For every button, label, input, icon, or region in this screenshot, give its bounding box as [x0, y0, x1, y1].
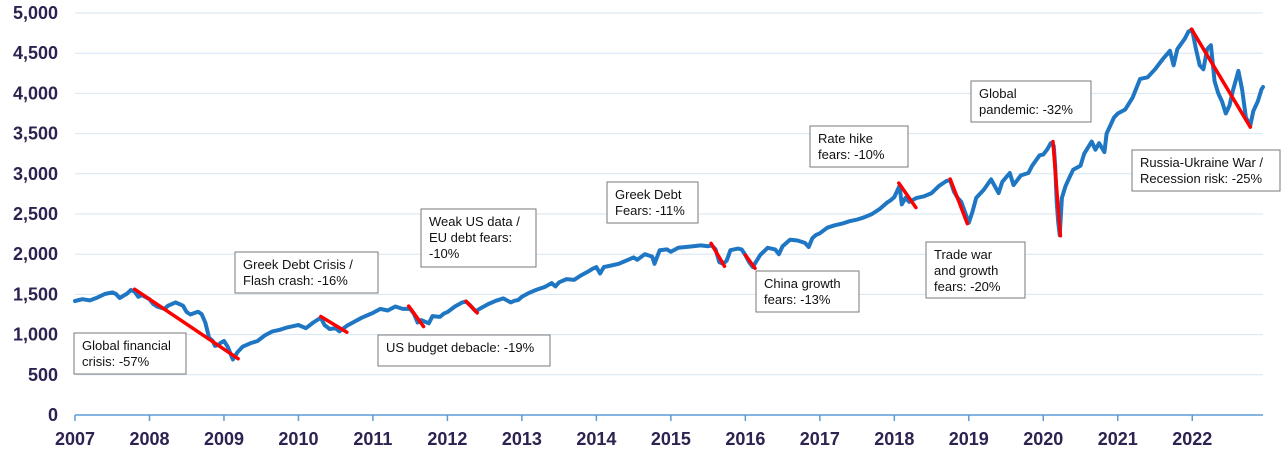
drawdown-segment [406, 304, 426, 329]
annotation-text: Trade war [934, 247, 993, 262]
annotation-box [809, 125, 909, 168]
annotation-text: Global [979, 86, 1017, 101]
annotation-text: fears: -13% [764, 292, 831, 307]
y-tick-label: 500 [28, 365, 58, 385]
x-tick-label: 2020 [1023, 429, 1063, 449]
drawdown-segment [948, 177, 970, 226]
drawdown-segment [319, 314, 349, 334]
annotation-box [1131, 149, 1281, 192]
x-tick-label: 2017 [800, 429, 840, 449]
annotation-callout: Weak US data /EU debt fears:-10% [420, 208, 537, 268]
x-tick-label: 2010 [278, 429, 318, 449]
annotation-box [73, 332, 187, 375]
y-tick-label: 0 [48, 405, 58, 425]
axis-layer: 0 500 1,000 1,500 2,000 2,500 3,000 3,500 4,000 4… [13, 3, 1263, 449]
x-tick-label: 2009 [204, 429, 244, 449]
x-tick-label: 2022 [1172, 429, 1212, 449]
y-tick-label: 3,000 [13, 164, 58, 184]
annotation-text: Russia-Ukraine War / [1140, 155, 1263, 170]
drawdown-segment [1051, 139, 1063, 238]
annotation-text: and growth [934, 263, 998, 278]
annotation-text: Rate hike [818, 131, 873, 146]
annotation-callout: US budget debacle: -19% [377, 334, 551, 367]
annotation-text: fears: -20% [934, 279, 1001, 294]
x-tick-label: 2021 [1098, 429, 1138, 449]
y-tick-label: 2,500 [13, 204, 58, 224]
x-tick-label: 2019 [949, 429, 989, 449]
annotation-callout: Greek Debt Crisis /Flash crash: -16% [234, 251, 379, 294]
annotation-text: pandemic: -32% [979, 102, 1073, 117]
annotation-text: fears: -10% [818, 147, 885, 162]
x-tick-label: 2013 [502, 429, 542, 449]
annotation-text: Global financial [82, 338, 171, 353]
y-tick-label: 4,500 [13, 43, 58, 63]
x-tick-label: 2015 [651, 429, 691, 449]
annotation-text: US budget debacle: -19% [386, 340, 535, 355]
drawdown-layer [132, 27, 1253, 361]
drawdown-segment [132, 287, 240, 361]
annotation-callout: Russia-Ukraine War /Recession risk: -25% [1131, 149, 1281, 192]
annotation-text: Flash crash: -16% [243, 273, 348, 288]
annotation-box [925, 241, 1026, 299]
annotation-text: China growth [764, 276, 841, 291]
y-tick-label: 1,500 [13, 284, 58, 304]
y-tick-label: 1,000 [13, 325, 58, 345]
annotation-box [970, 80, 1092, 123]
x-tick-label: 2012 [427, 429, 467, 449]
y-tick-label: 3,500 [13, 124, 58, 144]
x-tick-label: 2011 [353, 429, 392, 449]
y-tick-label: 4,000 [13, 83, 58, 103]
annotation-text: Greek Debt Crisis / [243, 257, 353, 272]
y-tick-label: 5,000 [13, 3, 58, 23]
annotation-text: EU debt fears: [429, 230, 512, 245]
drawdown-segment [709, 241, 727, 269]
annotation-text: Fears: -11% [615, 203, 685, 218]
annotation-text: Greek Debt [615, 187, 682, 202]
x-tick-label: 2007 [55, 429, 95, 449]
annotation-box [234, 251, 379, 294]
annotation-box [606, 181, 699, 224]
annotation-text: crisis: -57% [82, 354, 150, 369]
x-tick-label: 2018 [874, 429, 914, 449]
drawdown-segment [743, 253, 757, 271]
drawdown-segment [1189, 27, 1253, 129]
annotation-text: -10% [429, 246, 460, 261]
x-tick-label: 2014 [576, 429, 616, 449]
y-tick-label: 2,000 [13, 244, 58, 264]
annotation-text: Weak US data / [429, 214, 520, 229]
annotation-box [755, 270, 860, 313]
annotation-text: Recession risk: -25% [1140, 171, 1263, 186]
drawdown-segment [464, 299, 479, 315]
x-tick-label: 2008 [129, 429, 169, 449]
annotation-box [420, 208, 537, 268]
annotation-box [377, 334, 551, 367]
x-tick-label: 2016 [725, 429, 765, 449]
drawdown-segment [897, 181, 918, 210]
